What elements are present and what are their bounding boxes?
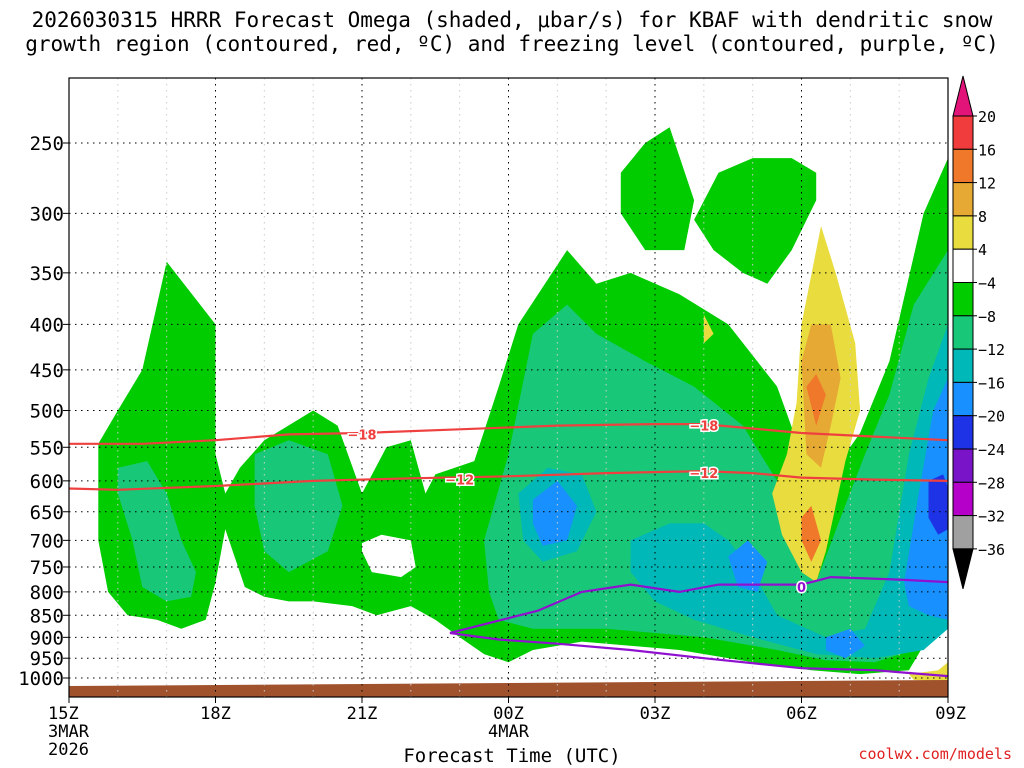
x-tick-sublabel-00Z: 4MAR xyxy=(488,722,530,742)
colorbar-label-7: −12 xyxy=(978,341,1005,359)
colorbar-label-6: −8 xyxy=(978,308,996,326)
y-tick-label-700: 700 xyxy=(30,530,64,552)
colorbar-label-12: −32 xyxy=(978,508,1005,526)
contour-label-2-0: 0 xyxy=(797,581,806,596)
colorbar-bin-9 xyxy=(952,381,974,417)
omega-region-1 xyxy=(620,127,695,251)
y-axis: 2503003504004505005506006507007508008509… xyxy=(18,133,69,690)
contour-lines: −18 −18 −12 −12 0 xyxy=(69,418,948,678)
colorbar-label-10: −24 xyxy=(978,441,1005,459)
x-tick-label-21Z: 21Z xyxy=(347,704,378,724)
omega-region-16 xyxy=(908,662,948,682)
x-tick-label-00Z: 00Z xyxy=(493,704,524,724)
omega-shading xyxy=(98,127,948,682)
x-tick-sublabel-15Z: 3MAR xyxy=(48,722,90,742)
y-tick-label-750: 750 xyxy=(30,557,64,579)
omega-region-13 xyxy=(928,474,948,535)
colorbar-top-arrow xyxy=(952,75,974,117)
colorbar: 20 16 12 8 4 −4 −8 −12 −16 −20 −24 −28 −32 −36 xyxy=(952,75,1005,590)
x-tick-label-15Z: 15Z xyxy=(48,704,79,724)
omega-region-4 xyxy=(117,461,196,602)
y-tick-label-800: 800 xyxy=(30,582,64,604)
colorbar-label-4: 4 xyxy=(978,241,987,259)
contour-line-2 xyxy=(449,575,948,635)
colorbar-bottom-arrow xyxy=(952,548,974,590)
x-tick-label-18Z: 18Z xyxy=(200,704,231,724)
omega-region-19 xyxy=(801,505,821,562)
y-tick-label-500: 500 xyxy=(30,401,64,423)
contour-label-1-0: −12 xyxy=(445,474,474,489)
y-tick-label-350: 350 xyxy=(30,263,64,285)
colorbar-bin-13 xyxy=(952,515,974,550)
x-tick-year-15Z: 2026 xyxy=(48,740,89,760)
omega-region-2 xyxy=(694,158,817,284)
x-axis-title: Forecast Time (UTC) xyxy=(403,745,621,767)
x-tick-label-09Z: 09Z xyxy=(935,704,966,724)
colorbar-label-9: −20 xyxy=(978,408,1005,426)
omega-region-9 xyxy=(532,480,577,546)
omega-region-18 xyxy=(806,374,826,426)
colorbar-bin-10 xyxy=(952,415,974,450)
omega-region-8 xyxy=(630,324,948,659)
colorbar-label-1: 16 xyxy=(978,141,996,159)
colorbar-label-0: 20 xyxy=(978,108,996,126)
contour-label-1-1: −12 xyxy=(689,467,718,482)
omega-region-11 xyxy=(825,628,865,659)
colorbar-bin-7 xyxy=(952,315,974,350)
grid-lines xyxy=(68,78,949,697)
y-tick-label-550: 550 xyxy=(30,437,64,459)
y-tick-label-900: 900 xyxy=(30,627,64,649)
contour-line-0 xyxy=(69,423,948,445)
colorbar-bin-5 xyxy=(952,248,974,283)
colorbar-label-11: −28 xyxy=(978,474,1005,492)
contour-label-0-0: −18 xyxy=(348,428,377,443)
y-tick-label-250: 250 xyxy=(30,133,64,155)
colorbar-bin-12 xyxy=(952,481,974,517)
y-tick-label-450: 450 xyxy=(30,360,64,382)
colorbar-bin-2 xyxy=(952,148,974,184)
colorbar-label-3: 8 xyxy=(978,208,987,226)
colorbar-bin-6 xyxy=(952,282,974,317)
x-tick-label-03Z: 03Z xyxy=(640,704,671,724)
y-tick-label-300: 300 xyxy=(30,203,64,225)
y-tick-label-400: 400 xyxy=(30,314,64,336)
omega-region-5 xyxy=(254,440,343,573)
y-tick-label-1000: 1000 xyxy=(18,668,64,690)
contour-line-3 xyxy=(449,631,948,678)
y-tick-label-950: 950 xyxy=(30,648,64,670)
chart-title-line-2: growth region (contoured, red, ºC) and f… xyxy=(25,32,999,56)
colorbar-label-2: 12 xyxy=(978,175,996,193)
colorbar-label-5: −4 xyxy=(978,275,996,293)
omega-region-15 xyxy=(703,314,714,344)
colorbar-bin-3 xyxy=(952,182,974,217)
y-tick-label-650: 650 xyxy=(30,502,64,524)
colorbar-label-13: −36 xyxy=(978,541,1005,559)
x-tick-label-06Z: 06Z xyxy=(786,704,817,724)
omega-region-10 xyxy=(728,540,768,592)
y-tick-label-850: 850 xyxy=(30,605,64,627)
contour-line-1 xyxy=(69,469,948,491)
terrain-fill xyxy=(69,680,948,697)
colorbar-bin-4 xyxy=(952,215,974,250)
terrain-strip xyxy=(69,680,948,697)
omega-region-6 xyxy=(484,250,948,663)
y-tick-label-600: 600 xyxy=(30,471,64,493)
credit-text: coolwx.com/models xyxy=(858,745,1012,763)
colorbar-bin-11 xyxy=(952,448,974,483)
colorbar-label-8: −16 xyxy=(978,374,1005,392)
contour-label-0-1: −18 xyxy=(689,420,718,435)
colorbar-bin-8 xyxy=(952,348,974,383)
chart-title-line-1: 2026030315 HRRR Forecast Omega (shaded, … xyxy=(31,8,993,32)
colorbar-bin-1 xyxy=(952,115,974,150)
